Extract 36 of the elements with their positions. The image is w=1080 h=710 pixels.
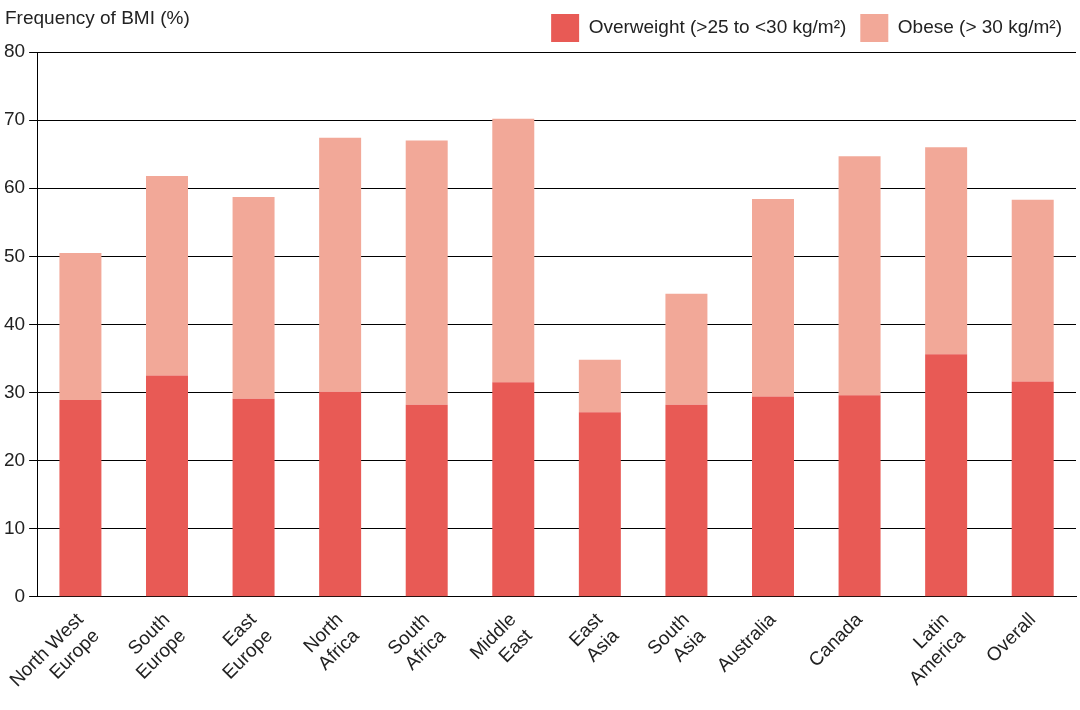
legend-label: Overweight (>25 to <30 kg/m²): [588, 16, 847, 38]
y-tick-label: 40: [3, 312, 26, 334]
bar: [59, 252, 102, 400]
bar: [59, 400, 102, 597]
bar: [665, 293, 708, 405]
y-tick-label: 0: [14, 585, 26, 607]
bar: [925, 354, 968, 597]
bar: [405, 404, 448, 597]
bar: [1011, 199, 1054, 382]
bar: [146, 375, 188, 597]
bar: [492, 118, 535, 383]
bar: [232, 398, 275, 597]
y-tick-label: 30: [3, 380, 26, 402]
y-tick-label: 60: [3, 176, 26, 198]
y-tick-label: 70: [3, 108, 26, 130]
bar: [752, 396, 794, 597]
bar: [752, 199, 794, 397]
bar: [1011, 381, 1054, 597]
bar: [925, 147, 968, 355]
y-tick-label: 80: [3, 40, 26, 62]
bar: [838, 156, 881, 396]
y-tick-label: 10: [3, 516, 26, 538]
bar: [578, 412, 621, 597]
y-tick-label: 50: [3, 244, 26, 266]
bar: [492, 382, 535, 597]
bar: [665, 404, 708, 597]
y-tick-label: 20: [3, 448, 26, 470]
legend-label: Obese (> 30 kg/m²): [897, 16, 1062, 38]
y-axis-title: Frequency of BMI (%): [5, 7, 190, 29]
bar: [405, 140, 448, 405]
bar: [578, 359, 621, 413]
bar: [319, 137, 362, 392]
bar: [838, 395, 881, 597]
bar: [146, 175, 188, 376]
bar: [319, 391, 362, 597]
bar: [232, 197, 275, 399]
